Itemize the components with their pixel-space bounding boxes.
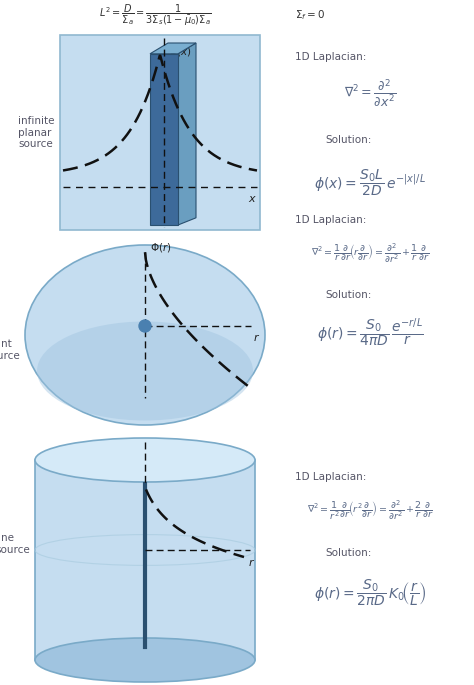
Text: $r$: $r$ [248, 557, 255, 568]
Text: $\nabla^2 = \dfrac{\partial^2}{\partial x^2}$: $\nabla^2 = \dfrac{\partial^2}{\partial … [344, 77, 396, 109]
Polygon shape [150, 54, 178, 225]
Ellipse shape [25, 245, 265, 425]
Circle shape [139, 320, 151, 332]
Ellipse shape [35, 438, 255, 482]
Text: 1D Laplacian:: 1D Laplacian: [295, 215, 366, 225]
Text: line
source: line source [0, 533, 30, 555]
Text: infinite
planar
source: infinite planar source [18, 116, 55, 149]
Text: $\nabla^2 = \dfrac{1}{r}\dfrac{\partial}{\partial r}\!\left(r\dfrac{\partial}{\p: $\nabla^2 = \dfrac{1}{r}\dfrac{\partial}… [311, 241, 429, 265]
Text: $\Phi(r)$: $\Phi(r)$ [150, 437, 172, 450]
Text: $\Sigma_f = 0$: $\Sigma_f = 0$ [295, 8, 325, 22]
Bar [35, 460, 255, 660]
Text: $L^2 = \dfrac{D}{\Sigma_a} = \dfrac{1}{3\Sigma_s(1-\bar{\mu}_0)\Sigma_a}$: $L^2 = \dfrac{D}{\Sigma_a} = \dfrac{1}{3… [99, 3, 211, 27]
Text: Solution:: Solution: [325, 290, 371, 300]
Polygon shape [150, 43, 196, 54]
Text: $\Phi(r)$: $\Phi(r)$ [150, 241, 172, 254]
Text: $\nabla^2 = \dfrac{1}{r^2}\dfrac{\partial}{\partial r}\!\left(r^2\dfrac{\partial: $\nabla^2 = \dfrac{1}{r^2}\dfrac{\partia… [307, 498, 433, 522]
Text: Solution:: Solution: [325, 548, 371, 558]
Text: $\Phi(x)$: $\Phi(x)$ [168, 45, 191, 58]
Text: $r$: $r$ [253, 332, 260, 343]
Text: Solution:: Solution: [325, 135, 371, 145]
Text: 1D Laplacian:: 1D Laplacian: [295, 52, 366, 62]
Text: $\phi(x) = \dfrac{S_0 L}{2D}\, e^{-|x|/L}$: $\phi(x) = \dfrac{S_0 L}{2D}\, e^{-|x|/L… [314, 168, 426, 199]
Bar [60, 35, 260, 230]
Ellipse shape [37, 321, 253, 421]
Polygon shape [178, 43, 196, 225]
Ellipse shape [35, 638, 255, 682]
Text: 1D Laplacian:: 1D Laplacian: [295, 472, 366, 482]
Text: $\phi(r) = \dfrac{S_0}{4\pi D}\, \dfrac{e^{-r/L}}{r}$: $\phi(r) = \dfrac{S_0}{4\pi D}\, \dfrac{… [317, 316, 423, 349]
Text: $x$: $x$ [247, 194, 256, 204]
Text: $\phi(r) = \dfrac{S_0}{2\pi D}\, K_0\!\left(\dfrac{r}{L}\right)$: $\phi(r) = \dfrac{S_0}{2\pi D}\, K_0\!\l… [314, 577, 427, 608]
Text: point
source: point source [0, 339, 20, 361]
